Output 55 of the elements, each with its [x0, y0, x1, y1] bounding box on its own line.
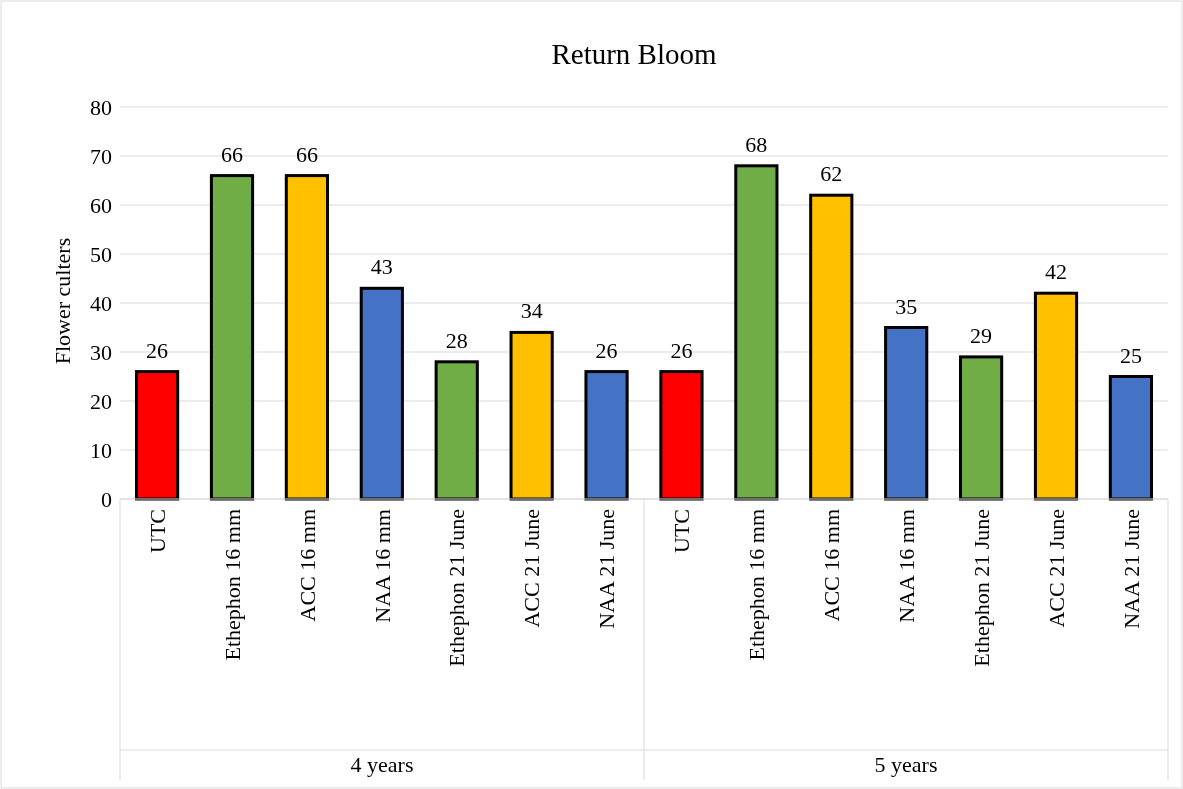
- y-tick-label: 50: [90, 241, 112, 267]
- bar: [434, 360, 479, 501]
- x-tick-label: Ethephon 21 June: [444, 509, 470, 667]
- x-tick-label: ACC 16 mm: [818, 509, 844, 622]
- bar: [509, 330, 554, 501]
- data-label: 66: [220, 141, 243, 167]
- data-label: 26: [670, 337, 693, 363]
- x-tick-label: Ethephon 21 June: [968, 509, 994, 667]
- x-tick-label: ACC 21 June: [519, 509, 545, 628]
- data-label: 68: [745, 131, 768, 157]
- y-tick-label: 60: [90, 192, 112, 218]
- bar: [584, 370, 629, 501]
- data-label: 42: [1045, 259, 1068, 285]
- x-tick-label: NAA 21 June: [1118, 509, 1144, 629]
- x-tick-label: UTC: [144, 509, 170, 553]
- data-label: 34: [520, 298, 543, 324]
- x-tick-label: NAA 16 mm: [893, 509, 919, 623]
- data-label: 26: [595, 337, 618, 363]
- bar: [734, 164, 779, 501]
- y-tick-label: 30: [90, 339, 112, 365]
- y-tick-label: 20: [90, 388, 112, 414]
- data-label: 26: [146, 337, 169, 363]
- x-tick-label: ACC 21 June: [1043, 509, 1069, 628]
- data-label: 29: [970, 322, 993, 348]
- bar: [809, 193, 854, 501]
- data-label: 66: [295, 141, 318, 167]
- x-tick-label: Ethephon 16 mm: [744, 509, 770, 661]
- y-tick-label: 40: [90, 290, 112, 316]
- bar: [284, 174, 329, 501]
- data-label: 35: [895, 293, 918, 319]
- y-tick-label: 10: [90, 437, 112, 463]
- x-tick-label: NAA 21 June: [594, 509, 620, 629]
- x-tick-label: UTC: [669, 509, 695, 553]
- data-label: 25: [1119, 342, 1142, 368]
- y-tick-label: 80: [90, 94, 112, 120]
- bar: [659, 370, 704, 501]
- x-tick-label: Ethephon 16 mm: [219, 509, 245, 661]
- y-tick-label: 70: [90, 143, 112, 169]
- bar: [959, 355, 1004, 501]
- bar: [209, 174, 255, 501]
- text: 5 years: [874, 752, 938, 777]
- data-label: 62: [820, 161, 843, 187]
- bar: [1033, 291, 1079, 501]
- x-tick-label: NAA 16 mm: [369, 509, 395, 623]
- data-label: 28: [445, 327, 468, 353]
- x-tick-label: ACC 16 mm: [294, 509, 320, 622]
- data-label: 43: [370, 254, 393, 280]
- bar: [134, 370, 180, 501]
- y-axis-title: Flower culters: [50, 237, 75, 365]
- bar: [884, 326, 929, 501]
- bar: [359, 286, 404, 501]
- bar: [1108, 375, 1154, 501]
- text: 4 years: [350, 752, 414, 777]
- y-tick-label: 0: [101, 486, 112, 512]
- chart-title: Return Bloom: [551, 38, 718, 70]
